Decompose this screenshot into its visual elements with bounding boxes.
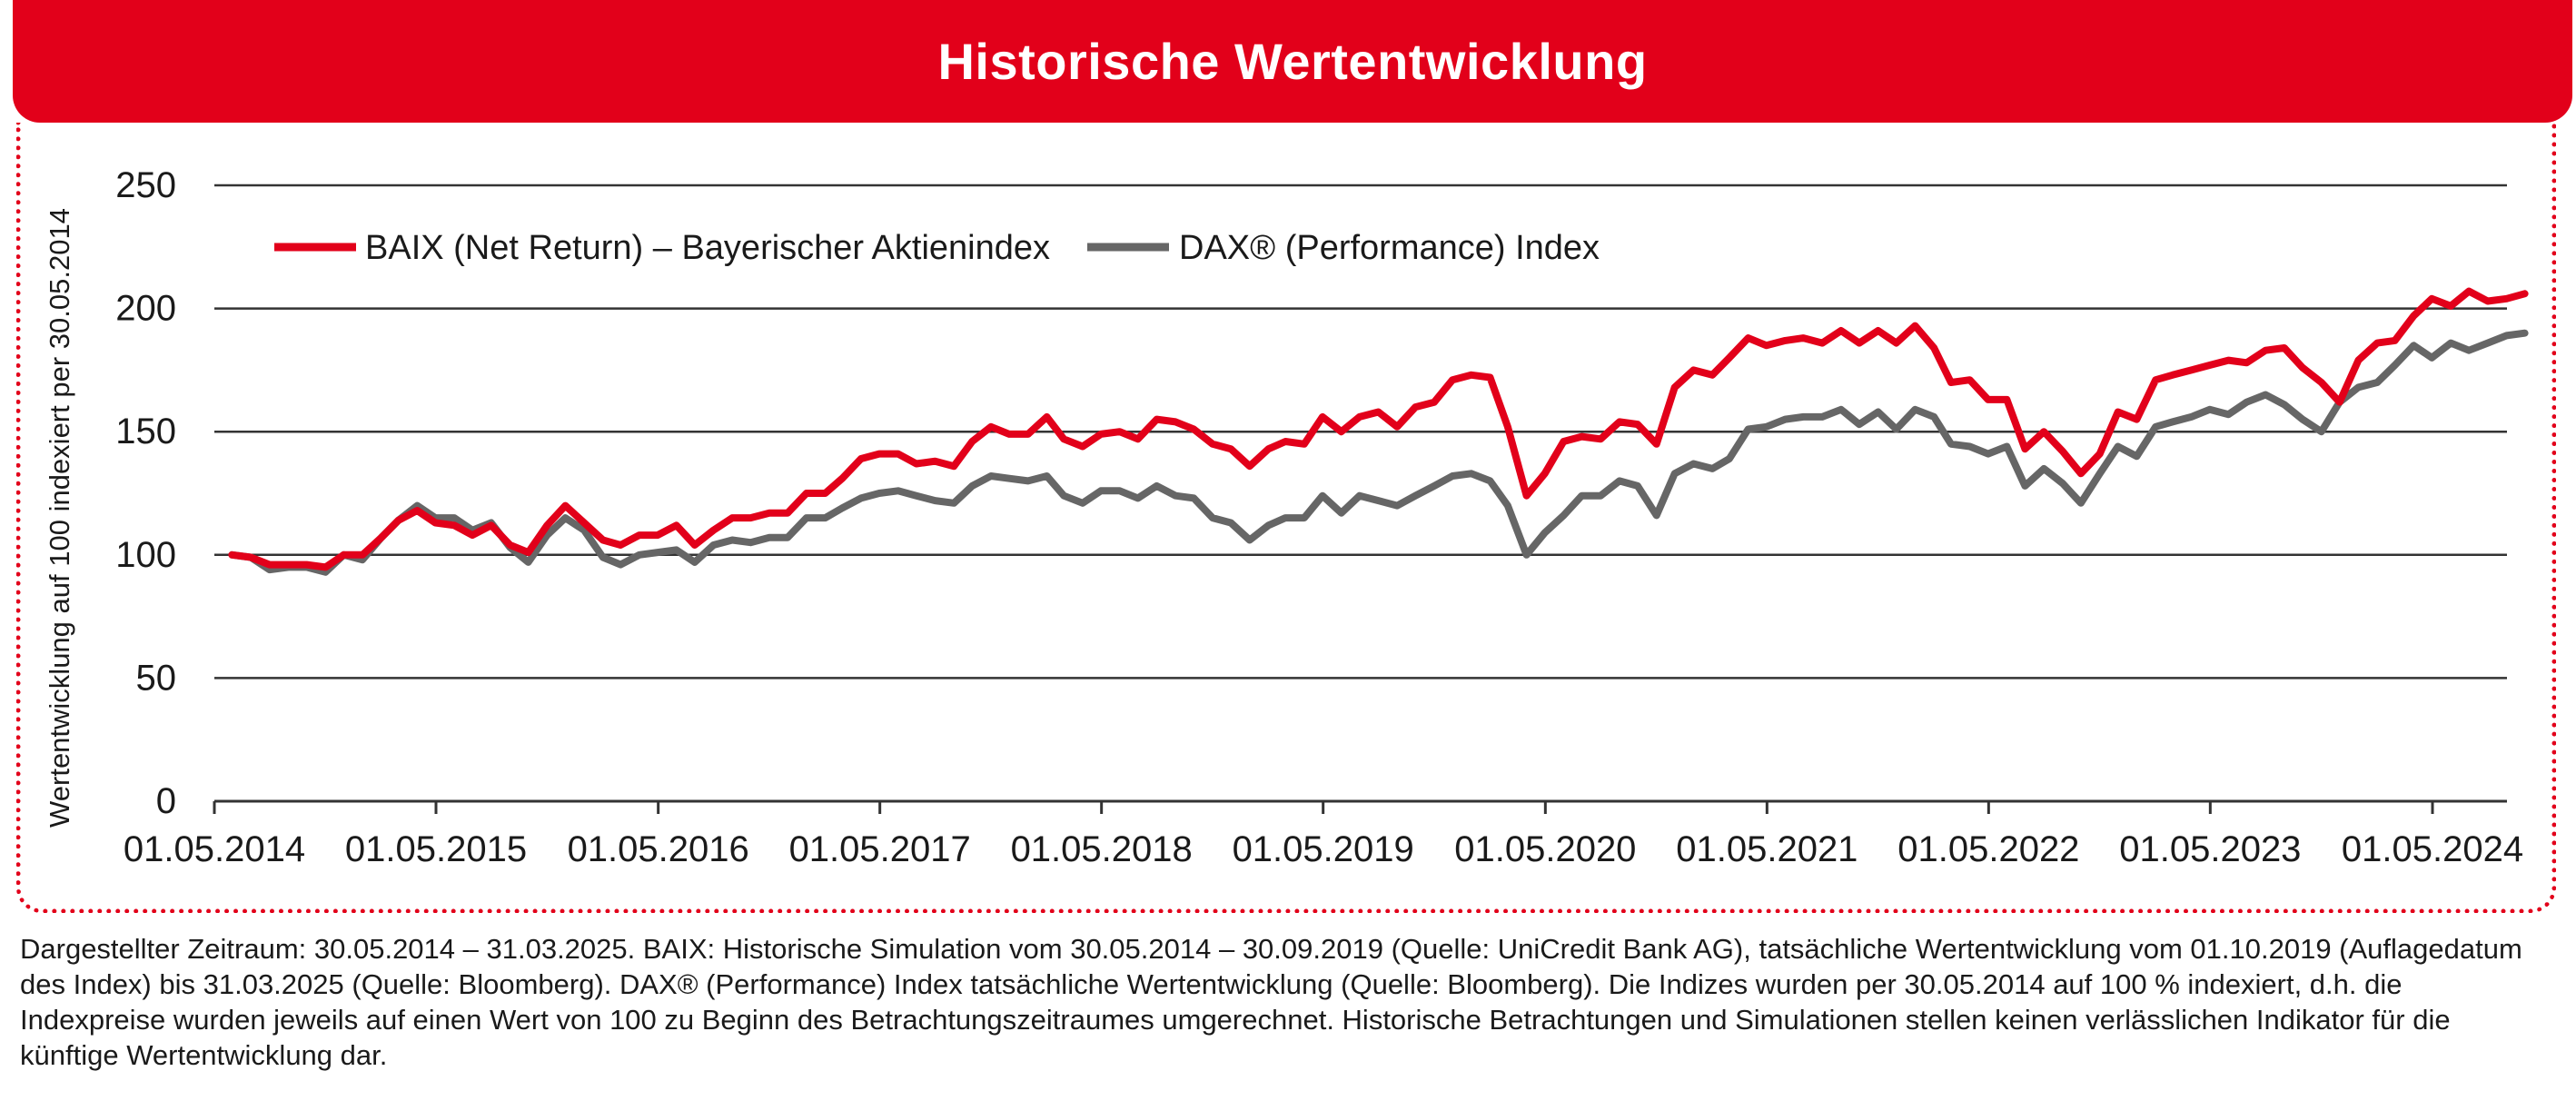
legend: BAIX (Net Return) – Bayerischer Aktienin…: [274, 229, 1600, 267]
y-tick-label: 200: [115, 289, 176, 329]
y-axis-label: Wertentwicklung auf 100 indexiert per 30…: [44, 208, 75, 828]
y-tick-label: 0: [156, 781, 176, 821]
chart-title: Historische Wertentwicklung: [937, 33, 1648, 90]
x-tick-label: 01.05.2018: [1011, 829, 1193, 869]
legend-label: BAIX (Net Return) – Bayerischer Aktienin…: [365, 229, 1050, 267]
x-tick-label: 01.05.2016: [568, 829, 749, 869]
x-tick-label: 01.05.2015: [345, 829, 527, 869]
footnote: Dargestellter Zeitraum: 30.05.2014 – 31.…: [20, 933, 2522, 1071]
title-banner: Historische Wertentwicklung: [13, 0, 2572, 123]
series-line-0: [228, 287, 2529, 571]
x-tick-label: 01.05.2020: [1454, 829, 1636, 869]
x-tick-label: 01.05.2023: [2119, 829, 2301, 869]
x-tick-label: 01.05.2017: [789, 829, 971, 869]
x-tick-label: 01.05.2019: [1233, 829, 1414, 869]
legend-label: DAX® (Performance) Index: [1179, 229, 1600, 267]
y-axis-ticks: 0 50 100 150 200 250: [115, 165, 176, 821]
y-tick-label: 50: [136, 658, 177, 698]
x-tick-label: 01.05.2022: [1897, 829, 2079, 869]
x-tick-label: 01.05.2014: [124, 829, 305, 869]
grid-lines: [214, 184, 2507, 679]
x-tick-label: 01.05.2024: [2342, 829, 2523, 869]
x-axis-ticks: 01.05.2014 01.05.2015 01.05.2016 01.05.2017…: [124, 801, 2523, 869]
chart-frame: [16, 123, 2556, 913]
y-tick-label: 150: [115, 412, 176, 451]
series-line-1: [228, 329, 2529, 576]
y-tick-label: 100: [115, 535, 176, 575]
x-tick-label: 01.05.2021: [1676, 829, 1858, 869]
series-lines: [228, 287, 2529, 576]
y-tick-label: 250: [115, 165, 176, 205]
